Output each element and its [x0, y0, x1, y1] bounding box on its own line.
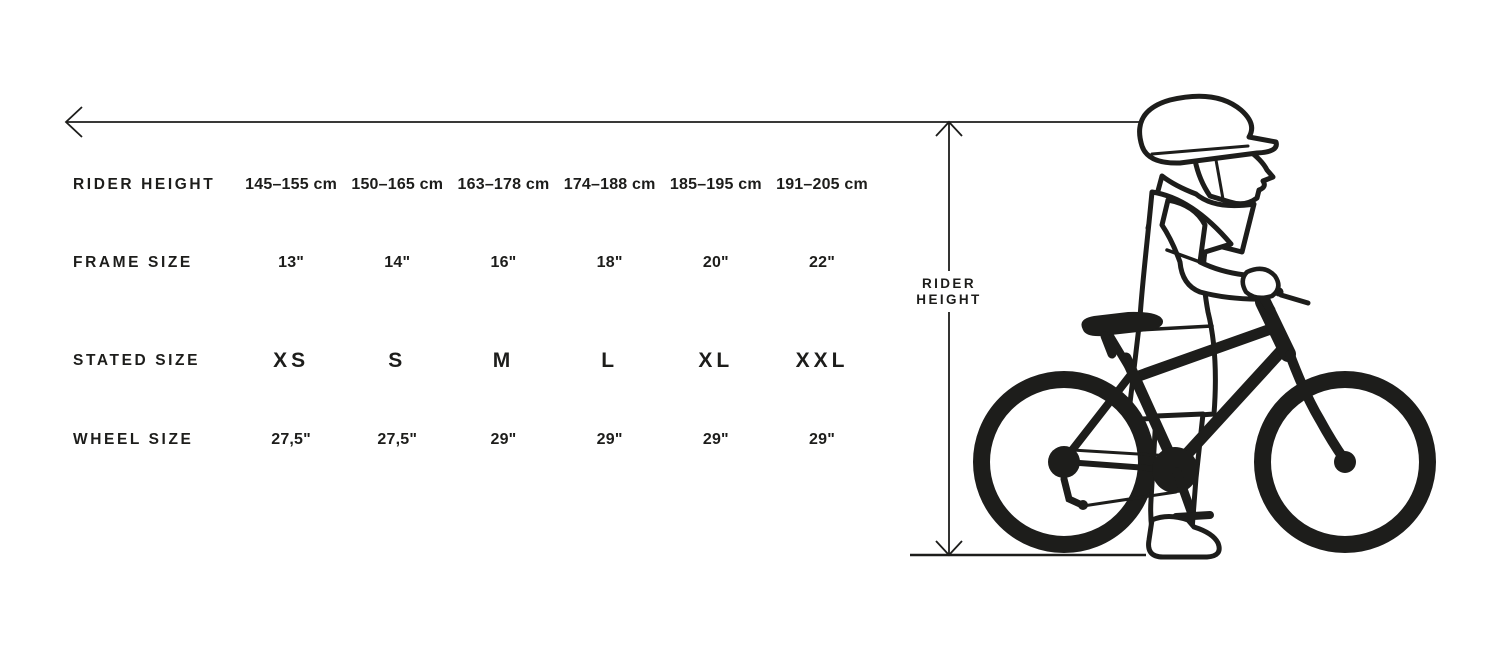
- table-cell: 16": [490, 254, 517, 271]
- derailleur: [1060, 475, 1086, 509]
- rider-helmet-rim-line: [1150, 144, 1250, 156]
- rider-torso: [1125, 189, 1234, 423]
- crank-arm: [1172, 467, 1197, 519]
- table-row-frame-size: FRAME SIZE 13" 14" 16" 18" 20" 22": [73, 246, 875, 280]
- top-tube: [1130, 324, 1274, 383]
- row-label: WHEEL SIZE: [73, 431, 194, 448]
- rider-height-annotation: RIDER HEIGHT: [908, 271, 990, 312]
- row-label: STATED SIZE: [73, 352, 201, 369]
- rider-height-annotation-line1: RIDER: [921, 276, 976, 291]
- table-cell: 185–195 cm: [669, 176, 762, 193]
- rider-height-annotation-line2: HEIGHT: [916, 291, 982, 307]
- table-row-rider-height: RIDER HEIGHT 145–155 cm 150–165 cm 163–1…: [73, 168, 875, 202]
- fork: [1285, 350, 1349, 464]
- table-cell: 27,5": [377, 431, 418, 448]
- cassette: [1048, 446, 1080, 478]
- chain-bottom-line: [1081, 490, 1178, 508]
- table-row-wheel-size: WHEEL SIZE 27,5" 27,5" 29" 29" 29" 29": [73, 423, 875, 457]
- brake-lever: [1278, 292, 1311, 306]
- table-cell: 18": [596, 254, 623, 271]
- seatpost: [1106, 332, 1132, 370]
- rider-sleeve-line: [1165, 248, 1202, 264]
- table-cell: 27,5": [271, 431, 311, 448]
- table-cell: XXL: [795, 349, 849, 372]
- chain-top-line: [1070, 448, 1174, 458]
- rider-hand: [1240, 266, 1281, 301]
- table-cell: 14": [384, 254, 411, 271]
- row-label: RIDER HEIGHT: [73, 176, 216, 193]
- seatstay-tube: [1062, 368, 1137, 462]
- front-hub: [1334, 451, 1356, 473]
- table-cell: 191–205 cm: [776, 176, 868, 193]
- table-cell: 13": [278, 254, 305, 271]
- rider-shoe: [1146, 514, 1222, 560]
- table-cell: 145–155 cm: [245, 176, 338, 193]
- saddle-clamp: [1100, 331, 1117, 359]
- table-cell: 29": [809, 431, 836, 448]
- rear-wheel: [973, 371, 1155, 553]
- table-row-stated-size: STATED SIZE XS S M L XL XXL: [73, 341, 875, 381]
- saddle: [1081, 311, 1164, 337]
- rider-face: [1192, 147, 1276, 207]
- front-wheel: [1254, 371, 1436, 553]
- table-cell: 22": [809, 254, 836, 271]
- rider-foreground-parts: [1146, 266, 1281, 560]
- table-cell: M: [492, 349, 515, 372]
- table-cell: 163–178 cm: [457, 176, 550, 193]
- table-cell: 150–165 cm: [351, 176, 444, 193]
- table-cell: XS: [273, 349, 310, 372]
- table-cell: 29": [702, 431, 729, 448]
- table-cell: L: [601, 349, 619, 372]
- table-cell: XL: [698, 349, 734, 372]
- table-cell: 29": [490, 431, 517, 448]
- table-cell: 20": [702, 254, 729, 271]
- rider-arm: [1159, 197, 1271, 302]
- row-label: FRAME SIZE: [73, 254, 193, 271]
- table-cell: S: [388, 349, 407, 372]
- width-arrow-icon: [64, 106, 1141, 138]
- derailleur-pulley: [1078, 500, 1088, 510]
- rider-chin-strap: [1214, 158, 1225, 201]
- table-cell: 29": [596, 431, 623, 448]
- down-tube: [1170, 342, 1290, 472]
- table-cell: 174–188 cm: [563, 176, 656, 193]
